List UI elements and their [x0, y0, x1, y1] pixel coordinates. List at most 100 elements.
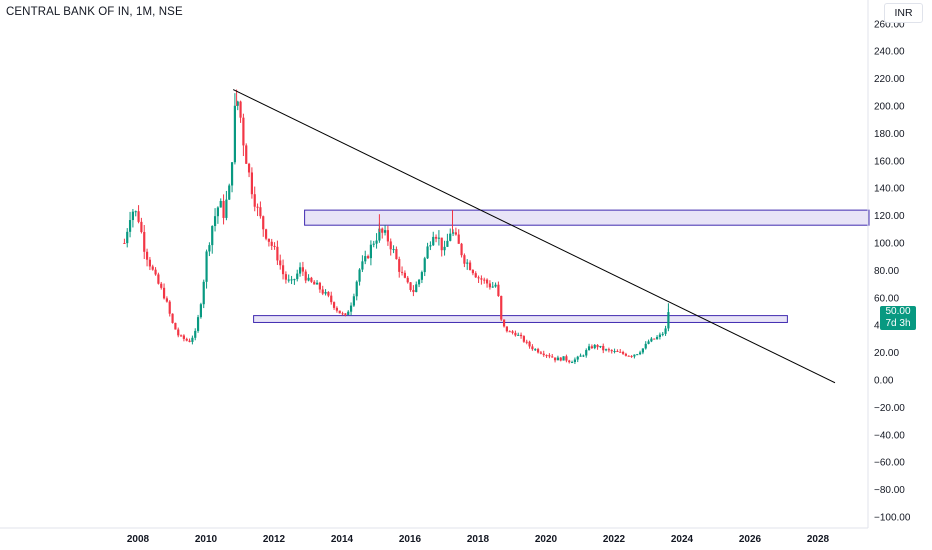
candle-body — [256, 206, 259, 208]
candle-body — [174, 322, 177, 330]
candle-body — [369, 244, 372, 259]
candle-body — [596, 344, 599, 348]
candle-body — [315, 282, 319, 285]
candle-body — [429, 245, 432, 247]
x-tick-label: 2012 — [263, 534, 286, 545]
candle-body — [264, 229, 268, 239]
candle-body — [446, 240, 449, 247]
support-resistance-zone[interactable] — [304, 209, 870, 226]
candle-body — [638, 352, 642, 355]
candle-body — [281, 265, 285, 275]
currency-button[interactable]: INR — [884, 3, 923, 23]
candle-body — [219, 200, 222, 208]
x-tick-label: 2008 — [127, 534, 150, 545]
candle-body — [276, 246, 279, 261]
candle-body — [358, 269, 361, 282]
bar-countdown: 7d 3h — [885, 318, 911, 329]
y-tick-label: 220.00 — [874, 74, 905, 85]
candle-body — [440, 237, 443, 251]
candle-body — [457, 234, 460, 244]
candle-body — [536, 349, 540, 353]
candle-body — [633, 354, 636, 357]
candle-body — [389, 241, 392, 250]
candle-body — [587, 346, 591, 351]
candle-body — [321, 289, 324, 294]
candle-body — [494, 284, 497, 287]
x-tick-label: 2014 — [331, 534, 354, 545]
candle-body — [179, 335, 183, 337]
candle-body — [559, 357, 562, 361]
candle-body — [508, 331, 511, 333]
y-tick-label: 180.00 — [874, 129, 905, 140]
candle-body — [420, 272, 423, 280]
candle-body — [378, 228, 381, 241]
candle-body — [604, 349, 608, 351]
candle-body — [505, 326, 508, 332]
candle-body — [395, 249, 398, 260]
last-price-value: 50.00 — [885, 306, 911, 317]
candle-body — [151, 266, 154, 270]
candle-body — [208, 245, 211, 252]
candle-body — [157, 274, 160, 284]
candle-body — [222, 200, 225, 218]
candle-body — [658, 334, 661, 337]
candle-body — [349, 305, 353, 312]
candle-body — [284, 274, 287, 280]
candle-body — [290, 279, 293, 281]
candle-body — [344, 313, 347, 315]
candle-body — [185, 338, 188, 341]
candle-body — [250, 172, 253, 195]
candle-body — [332, 302, 336, 308]
candle-body — [202, 281, 205, 305]
candle-body — [454, 232, 457, 235]
candle-body — [412, 289, 415, 293]
candle-body — [406, 277, 409, 283]
candle-body — [191, 337, 194, 342]
candle-body — [239, 101, 242, 118]
candle-body — [480, 278, 483, 280]
candle-body — [171, 313, 174, 323]
support-resistance-zone[interactable] — [253, 315, 788, 323]
candle-body — [553, 357, 557, 361]
candle-body — [576, 356, 579, 360]
candle-body — [548, 355, 551, 357]
candle-body — [624, 353, 627, 356]
candle-body — [236, 101, 239, 106]
x-tick-label: 2028 — [807, 534, 830, 545]
candle-body — [542, 353, 545, 356]
candle-body — [293, 279, 296, 281]
candle-body — [556, 357, 559, 361]
candle-body — [168, 301, 171, 314]
y-tick-label: 160.00 — [874, 156, 905, 167]
y-tick-label: 100.00 — [874, 239, 905, 250]
candle-body — [483, 279, 486, 281]
candle-body — [330, 295, 333, 303]
candle-body — [298, 267, 302, 274]
y-tick-label: 20.00 — [874, 348, 899, 359]
candle-body — [534, 349, 537, 351]
candle-body — [664, 328, 667, 334]
y-tick-label: 200.00 — [874, 102, 905, 113]
candle-body — [432, 236, 435, 246]
candle-body — [511, 331, 514, 333]
candle-body — [434, 236, 438, 239]
candle-body — [324, 291, 327, 294]
candle-body — [599, 345, 602, 348]
y-tick-label: 0.00 — [874, 376, 894, 387]
candle-body — [517, 334, 520, 336]
y-axis: 260.00 240.00 220.00 200.00 180.00 160.00 140.… — [874, 19, 911, 523]
candle-body — [372, 243, 375, 245]
candle-body — [381, 228, 384, 233]
candle-body — [500, 295, 503, 320]
horizontal-zones — [253, 209, 870, 323]
candle-body — [610, 350, 613, 352]
candle-body — [545, 355, 548, 357]
candle-body — [216, 207, 219, 217]
candle-body — [451, 232, 455, 234]
candle-body — [310, 277, 313, 282]
x-tick-label: 2018 — [467, 534, 490, 545]
x-tick-label: 2024 — [671, 534, 694, 545]
y-tick-label: −100.00 — [874, 513, 911, 524]
x-tick-label: 2026 — [739, 534, 762, 545]
